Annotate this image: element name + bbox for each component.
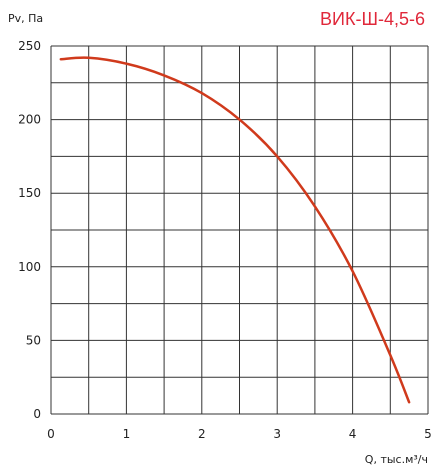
y-tick-label: 0 bbox=[33, 407, 41, 421]
x-axis-label: Q, тыс.м³/ч bbox=[365, 453, 428, 466]
y-tick-label: 200 bbox=[18, 113, 41, 127]
x-tick-label: 2 bbox=[198, 427, 206, 441]
series-line bbox=[59, 56, 411, 404]
chart-grid bbox=[50, 45, 429, 415]
y-tick-label: 100 bbox=[18, 260, 41, 274]
y-tick-label: 50 bbox=[26, 333, 41, 347]
x-tick-label: 3 bbox=[273, 427, 281, 441]
x-tick-label: 5 bbox=[424, 427, 432, 441]
x-tick-label: 1 bbox=[123, 427, 131, 441]
y-tick-label: 150 bbox=[18, 186, 41, 200]
x-tick-label: 4 bbox=[349, 427, 357, 441]
y-axis-label: Pv, Па bbox=[8, 12, 43, 25]
y-tick-label: 250 bbox=[18, 39, 41, 53]
x-tick-label: 0 bbox=[47, 427, 55, 441]
chart-title: ВИК-Ш-4,5-6 bbox=[320, 9, 425, 29]
